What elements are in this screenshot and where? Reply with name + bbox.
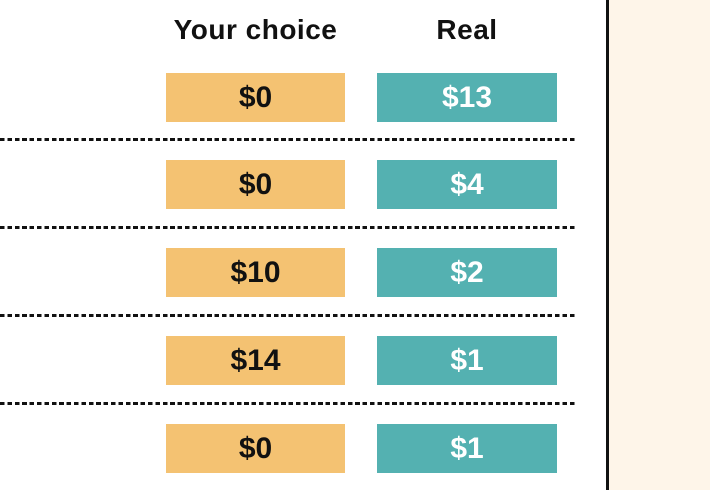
row-divider-4 [0, 402, 575, 405]
choice-badge-row-1: $0 [166, 73, 345, 122]
column-header-real: Real [436, 14, 498, 45]
choice-badge-row-5: $0 [166, 424, 345, 473]
row-divider-2 [0, 226, 575, 229]
real-badge-row-2: $4 [377, 160, 557, 209]
side-panel-border-line [606, 0, 609, 490]
choice-badge-row-2: $0 [166, 160, 345, 209]
choice-badge-row-3: $10 [166, 248, 345, 297]
choice-badge-row-4: $14 [166, 336, 345, 385]
row-divider-1 [0, 138, 575, 141]
real-badge-row-4: $1 [377, 336, 557, 385]
real-badge-row-3: $2 [377, 248, 557, 297]
real-badge-row-5: $1 [377, 424, 557, 473]
side-panel [609, 0, 710, 490]
column-header-your-choice: Your choice [173, 14, 338, 45]
real-badge-row-1: $13 [377, 73, 557, 122]
row-divider-3 [0, 314, 575, 317]
